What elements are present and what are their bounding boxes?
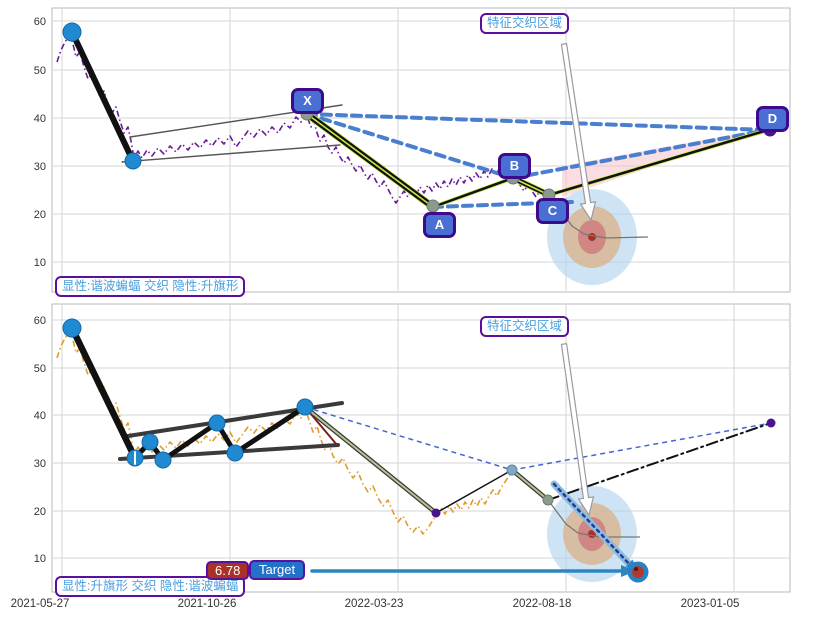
y-tick-label: 10 <box>34 257 46 269</box>
pivot-marker <box>154 451 172 469</box>
y-tick-label: 30 <box>34 161 46 173</box>
harmonic-label-B: B <box>498 153 531 179</box>
x-tick-label: 2023-01-05 <box>681 598 740 610</box>
dashdot-leg <box>547 422 772 501</box>
y-tick-label: 50 <box>34 363 46 375</box>
y-tick-label: 40 <box>34 113 46 125</box>
pivot-marker <box>141 433 159 451</box>
pivot-marker <box>62 318 82 338</box>
x-tick-label: 2021-05-27 <box>11 598 70 610</box>
y-tick-label: 60 <box>34 315 46 327</box>
harmonic-dashed-BD <box>511 128 770 180</box>
hidden-dot-D <box>766 418 776 428</box>
price-line-bottom <box>56 330 513 535</box>
projection-curve <box>547 499 640 538</box>
target-value-badge: 6.78 <box>206 561 250 580</box>
projection-band-dots <box>552 482 633 568</box>
zone-pointer-arrow <box>560 42 597 222</box>
olive-core-B2C2 <box>511 469 549 501</box>
target-dot-notch <box>634 567 638 571</box>
flag-channel-lower <box>121 144 341 163</box>
harmonic-label-A: A <box>423 212 456 238</box>
pivot-marker <box>208 414 226 432</box>
zone-pointer-arrow <box>560 342 595 517</box>
y-tick-label: 60 <box>34 16 46 28</box>
y-tick-label: 20 <box>34 209 46 221</box>
leg-core-BC <box>512 177 550 196</box>
bottom-pattern-label: 显性:升旗形 交织 隐性:谐波蝙蝠 <box>55 576 246 597</box>
harmonic-label-C: C <box>536 198 569 224</box>
x-tick-label: 2022-08-18 <box>513 598 572 610</box>
y-tick-label: 20 <box>34 506 46 518</box>
y-tick-label: 50 <box>34 65 46 77</box>
hidden-dot-A <box>431 508 441 518</box>
leg-AB <box>431 176 515 209</box>
hidden-dot-C <box>542 494 554 506</box>
target-badge: Target <box>249 560 306 580</box>
x-tick-label: 2021-10-26 <box>178 598 237 610</box>
pivot-marker <box>226 444 244 462</box>
x-tick-label: 2022-03-23 <box>345 598 404 610</box>
pivot-marker <box>124 152 142 170</box>
thin-leg <box>435 469 513 514</box>
harmonic-point-dot <box>426 199 440 213</box>
y-tick-label: 30 <box>34 458 46 470</box>
y-tick-label: 40 <box>34 410 46 422</box>
pivot-marker <box>296 398 314 416</box>
hidden-dot-B <box>506 464 518 476</box>
price-line-top <box>56 34 552 204</box>
harmonic-dashed-XD <box>305 112 770 132</box>
harmonic-label-X: X <box>291 88 324 114</box>
bullseye-center-dot <box>588 233 596 241</box>
harmonic-dashed-XB <box>305 112 515 180</box>
harmonic-label-D: D <box>756 106 789 132</box>
target-dot <box>632 566 644 578</box>
pivot-marker <box>62 22 82 42</box>
y-tick-label: 10 <box>34 553 46 565</box>
olive-core-X2A2 <box>304 406 437 514</box>
feature-zone-label-top: 特征交织区域 <box>480 13 570 34</box>
leg-core-XA <box>306 113 434 208</box>
impulse-leg <box>69 29 136 164</box>
feature-zone-label-bottom: 特征交织区域 <box>480 316 570 337</box>
top-pattern-label: 显性:谐波蝙蝠 交织 隐性:升旗形 <box>55 276 246 297</box>
impulse-leg <box>68 324 139 462</box>
